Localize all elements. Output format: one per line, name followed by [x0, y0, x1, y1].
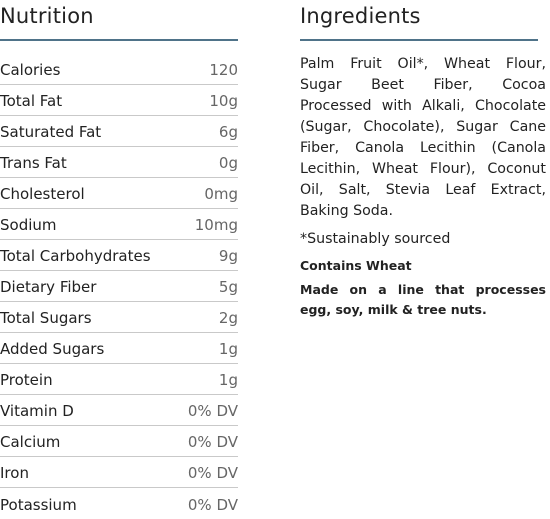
nutrition-label: Potassium [0, 496, 77, 514]
nutrition-row-iron: Iron 0% DV [0, 457, 238, 488]
nutrition-value: 5g [218, 278, 238, 296]
nutrition-row-added-sugars: Added Sugars 1g [0, 333, 238, 364]
sustainability-note: *Sustainably sourced [300, 231, 451, 247]
nutrition-label: Saturated Fat [0, 123, 102, 141]
nutrition-value: 2g [218, 309, 238, 327]
nutrition-value: 0% DV [187, 464, 238, 482]
facility-statement: Made on a line that processes egg, soy, … [300, 282, 546, 317]
nutrition-label: Sodium [0, 216, 57, 234]
nutrition-row-potassium: Potassium 0% DV [0, 488, 238, 519]
nutrition-heading: Nutrition [0, 4, 94, 28]
nutrition-label: Iron [0, 464, 29, 482]
nutrition-value: 0mg [204, 185, 238, 203]
ingredients-heading: Ingredients [300, 4, 421, 28]
ingredients-heading-rule [300, 39, 538, 41]
nutrition-label: Total Carbohydrates [0, 247, 151, 265]
nutrition-row-protein: Protein 1g [0, 364, 238, 395]
nutrition-label: Added Sugars [0, 340, 105, 358]
nutrition-value: 1g [218, 340, 238, 358]
nutrition-label: Vitamin D [0, 402, 74, 420]
nutrition-panel: Nutrition Calories 120 Total Fat 10g Sat… [0, 0, 238, 519]
ingredients-panel: Ingredients Palm Fruit Oil*, Wheat Flour… [300, 0, 546, 320]
nutrition-row-trans-fat: Trans Fat 0g [0, 147, 238, 178]
allergen-statement: Contains Wheat [300, 258, 412, 273]
nutrition-value: 9g [218, 247, 238, 265]
nutrition-label: Calcium [0, 433, 61, 451]
nutrition-value: 1g [218, 371, 238, 389]
nutrition-row-sodium: Sodium 10mg [0, 209, 238, 240]
nutrition-label: Cholesterol [0, 185, 85, 203]
nutrition-value: 0% DV [187, 402, 238, 420]
nutrition-row-cholesterol: Cholesterol 0mg [0, 178, 238, 209]
nutrition-row-vitamin-d: Vitamin D 0% DV [0, 395, 238, 426]
ingredients-list: Palm Fruit Oil*, Wheat Flour, Sugar Beet… [300, 56, 546, 219]
nutrition-value: 10g [209, 92, 238, 110]
nutrition-row-calcium: Calcium 0% DV [0, 426, 238, 457]
nutrition-value: 0% DV [187, 433, 238, 451]
nutrition-heading-rule [0, 39, 238, 41]
nutrition-value: 120 [209, 61, 238, 79]
nutrition-value: 10mg [194, 216, 238, 234]
nutrition-label: Protein [0, 371, 53, 389]
nutrition-label: Total Sugars [0, 309, 92, 327]
nutrition-table: Calories 120 Total Fat 10g Saturated Fat… [0, 54, 238, 519]
nutrition-row-total-sugars: Total Sugars 2g [0, 302, 238, 333]
nutrition-value: 6g [218, 123, 238, 141]
nutrition-label: Trans Fat [0, 154, 67, 172]
nutrition-row-total-fat: Total Fat 10g [0, 85, 238, 116]
nutrition-label: Dietary Fiber [0, 278, 97, 296]
nutrition-row-calories: Calories 120 [0, 54, 238, 85]
nutrition-value: 0% DV [187, 496, 238, 514]
nutrition-row-total-carbohydrates: Total Carbohydrates 9g [0, 240, 238, 271]
nutrition-value: 0g [218, 154, 238, 172]
nutrition-row-saturated-fat: Saturated Fat 6g [0, 116, 238, 147]
nutrition-label: Calories [0, 61, 61, 79]
nutrition-label: Total Fat [0, 92, 63, 110]
nutrition-row-dietary-fiber: Dietary Fiber 5g [0, 271, 238, 302]
